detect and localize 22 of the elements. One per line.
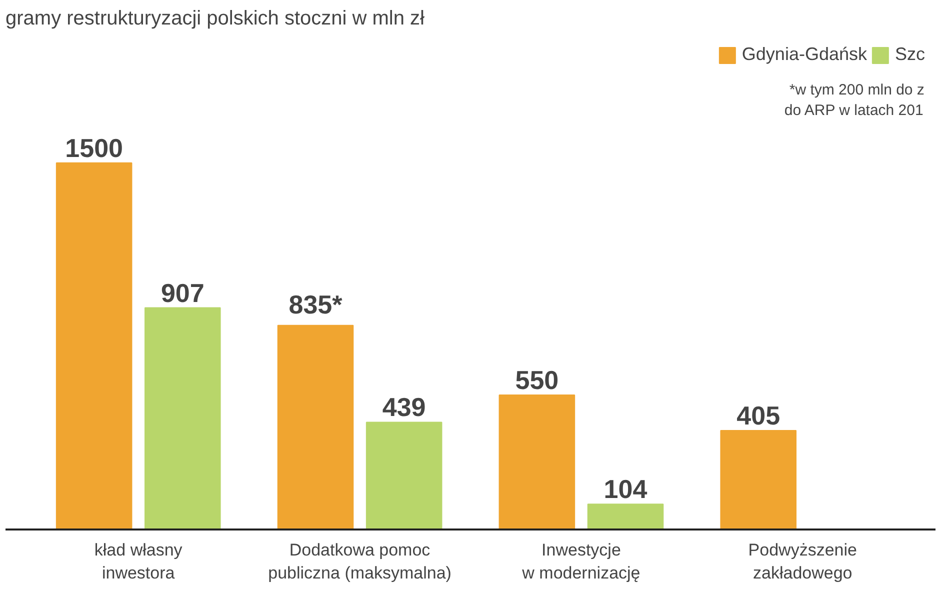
legend-label: Szc xyxy=(894,44,925,65)
bar xyxy=(498,394,576,530)
data-label: 550 xyxy=(515,365,559,396)
data-label: 1500 xyxy=(65,132,123,163)
bar xyxy=(587,504,664,530)
bar xyxy=(366,422,442,530)
legend-label: Gdynia-Gdańsk xyxy=(742,44,867,65)
x-tick-label: Dodatkowa pomoc publiczna (maksymalna) xyxy=(268,540,452,582)
x-tick-label: Podwyższenie zakładowego xyxy=(748,540,857,582)
data-label: 835* xyxy=(288,289,344,320)
bar xyxy=(720,430,796,530)
bar xyxy=(277,324,354,530)
text: *w tym 200 mln do z do ARP w latach 201 xyxy=(784,81,924,119)
data-label: 104 xyxy=(604,474,648,504)
data-label: 439 xyxy=(382,392,426,422)
data-label: 907 xyxy=(160,278,204,308)
bar xyxy=(56,162,132,530)
data-label: 405 xyxy=(736,400,780,430)
x-tick-label: kład własny inwestora xyxy=(94,540,183,582)
bar xyxy=(144,307,221,530)
chart-title: gramy restrukturyzacji polskich stoczni w mln zł xyxy=(6,8,426,30)
x-tick-label: Inwestycje w modernizację xyxy=(521,540,640,582)
